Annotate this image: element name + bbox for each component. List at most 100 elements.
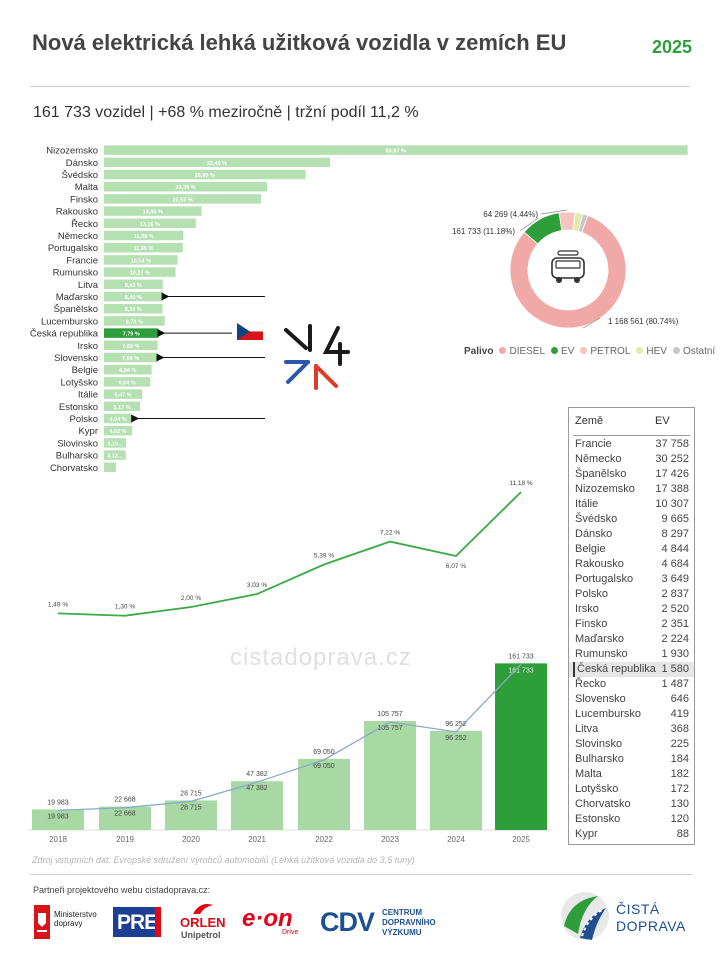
trend-value-label: 1,30 % bbox=[115, 604, 135, 611]
bar-value-label: 5,47 % bbox=[115, 393, 132, 399]
table-cell-ev: 1 487 bbox=[661, 678, 689, 690]
table-cell-country: Maďarsko bbox=[575, 633, 624, 645]
table-row: Finsko 2 351 bbox=[569, 617, 694, 632]
bar-value-label: 32,40 % bbox=[207, 161, 227, 167]
country-label: Německo bbox=[58, 231, 98, 242]
bar-value-label: 11,38 % bbox=[134, 234, 154, 240]
table-cell-country: Portugalsko bbox=[575, 573, 634, 585]
pre-logo: PRE bbox=[113, 907, 161, 937]
table-row: Lucembursko 419 bbox=[569, 707, 694, 722]
country-label: Lotyšsko bbox=[61, 377, 99, 388]
table-cell-ev: 419 bbox=[670, 708, 689, 720]
table-row: Slovensko 646 bbox=[569, 692, 694, 707]
legend-item: Ostatní bbox=[672, 346, 715, 357]
table-row: Německo 30 252 bbox=[569, 452, 694, 467]
table-row: Estonsko 120 bbox=[569, 812, 694, 827]
summary-line: 161 733 vozidel | +68 % meziročně | tržn… bbox=[33, 104, 419, 121]
table-cell-ev: 368 bbox=[670, 723, 689, 735]
table-cell-ev: 9 665 bbox=[661, 513, 689, 525]
country-label: Řecko bbox=[71, 219, 98, 230]
country-bar bbox=[104, 169, 306, 180]
country-bar bbox=[104, 291, 163, 302]
table-cell-country: Rakousko bbox=[575, 558, 624, 570]
donut-slice-diesel bbox=[509, 215, 627, 329]
trend-value-label: 2,00 % bbox=[181, 595, 201, 602]
table-row: Maďarsko 2 224 bbox=[569, 632, 694, 647]
table-cell-ev: 17 388 bbox=[655, 483, 689, 495]
legend-item: HEV bbox=[636, 346, 667, 357]
bar-value-label: 14,00 % bbox=[143, 210, 163, 216]
yearly-ev-chart: 19 983 19 983 2018 22 668 22 668 2019 28 715 28… bbox=[28, 653, 552, 844]
legend-label: PETROL bbox=[590, 346, 631, 357]
legend-label: EV bbox=[561, 346, 575, 357]
slice-label: 1 168 561 (80.74%) bbox=[608, 317, 679, 326]
table-row: Litva 368 bbox=[569, 722, 694, 737]
table-cell-ev: 182 bbox=[670, 768, 689, 780]
slice-leader-line bbox=[519, 217, 540, 232]
bar-value-label: 4,02 % bbox=[109, 429, 126, 435]
cista-doprava-road-icon bbox=[561, 892, 609, 940]
table-cell-ev: 184 bbox=[670, 753, 689, 765]
bar-value-label: 3,12... bbox=[107, 454, 123, 460]
pre-stripe bbox=[155, 907, 161, 937]
table-row: Polsko 2 837 bbox=[569, 587, 694, 602]
bar-value-label: 3,15... bbox=[107, 441, 123, 447]
country-bar bbox=[104, 157, 331, 168]
table-cell-ev: 4 684 bbox=[661, 558, 689, 570]
country-bar bbox=[104, 328, 159, 338]
table-header-divider bbox=[573, 435, 690, 436]
country-bar bbox=[104, 364, 152, 375]
bar-value-label: 83,67 % bbox=[386, 149, 406, 155]
table-row: Chorvatsko 130 bbox=[569, 797, 694, 812]
country-label: Belgie bbox=[72, 365, 98, 376]
year-bar bbox=[364, 721, 416, 830]
country-bar bbox=[104, 181, 268, 192]
table-row: Portugalsko 3 649 bbox=[569, 572, 694, 587]
bar-top-label: 19 983 bbox=[47, 799, 69, 806]
bar-value-label: 7,79 % bbox=[123, 332, 140, 338]
orlen-text: ORLEN bbox=[180, 915, 226, 930]
table-cell-country: Slovensko bbox=[575, 693, 626, 705]
country-bar bbox=[104, 352, 158, 363]
table-cell-country: Slovinsko bbox=[575, 738, 623, 750]
ministry-emblem-icon bbox=[34, 905, 50, 939]
trend-value-label: 11,18 % bbox=[509, 480, 533, 487]
table-cell-country: Kypr bbox=[575, 828, 598, 840]
country-label: Nizozemsko bbox=[46, 146, 98, 157]
table-cell-ev: 10 307 bbox=[655, 498, 689, 510]
slice-label: 161 733 (11.18%) bbox=[452, 227, 515, 236]
country-label: Švédsko bbox=[62, 170, 98, 181]
country-label: Lucembursko bbox=[41, 316, 98, 327]
table-row: Rakousko 4 684 bbox=[569, 557, 694, 572]
bar-inside-label: 161 733 bbox=[508, 667, 533, 674]
year-tick-label: 2018 bbox=[49, 835, 67, 844]
table-row: Lotyšsko 172 bbox=[569, 782, 694, 797]
slice-leader-line bbox=[540, 209, 568, 215]
unipetrol-text: Unipetrol bbox=[181, 930, 221, 940]
trend-value-label: 7,22 % bbox=[380, 530, 400, 537]
bar-value-label: 4,04 % bbox=[110, 417, 127, 423]
table-row: Rumunsko 1 930 bbox=[569, 647, 694, 662]
table-cell-country: Belgie bbox=[575, 543, 606, 555]
table-cell-country: Rumunsko bbox=[575, 648, 628, 660]
table-cell-ev: 2 351 bbox=[661, 618, 689, 630]
bar-value-label: 7,66 % bbox=[122, 356, 139, 362]
country-label: Kypr bbox=[78, 426, 98, 437]
year-bar bbox=[231, 781, 283, 830]
bar-value-label: 8,39 % bbox=[125, 307, 142, 313]
table-cell-country: Finsko bbox=[575, 618, 608, 630]
table-cell-ev: 88 bbox=[676, 828, 689, 840]
table-cell-country: Malta bbox=[575, 768, 602, 780]
country-label: Itálie bbox=[78, 390, 98, 401]
country-label: Irsko bbox=[77, 341, 98, 352]
bar-value-label: 6,64 % bbox=[119, 380, 136, 386]
table-cell-country: Německo bbox=[575, 453, 622, 465]
donut-slice-ostatní bbox=[577, 213, 589, 233]
share-trend-line bbox=[57, 491, 522, 617]
country-label: Maďarsko bbox=[56, 292, 98, 303]
eon-logo: e·on Drive bbox=[242, 905, 302, 939]
table-cell-country: Česká republika bbox=[573, 662, 656, 677]
year-bar bbox=[495, 663, 547, 830]
eon-drive-text: Drive bbox=[282, 929, 299, 936]
table-cell-ev: 2 224 bbox=[661, 633, 689, 645]
